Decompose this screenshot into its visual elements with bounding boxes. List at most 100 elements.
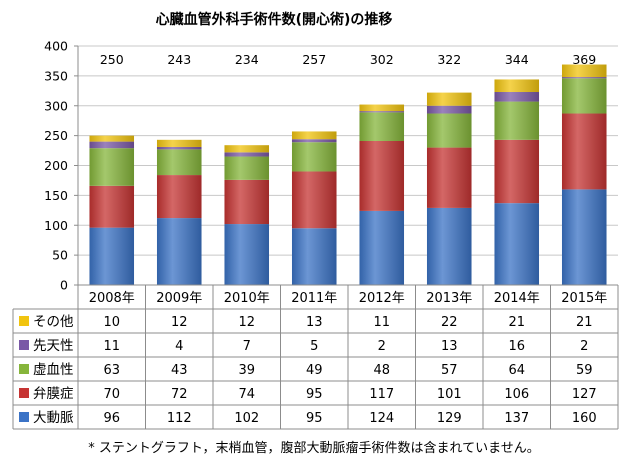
table-cell-value: 11 <box>103 339 120 354</box>
table-cell-value: 117 <box>369 387 394 402</box>
bar-segment <box>89 135 135 142</box>
y-tick-label: 0 <box>60 278 68 293</box>
category-label: 2011年 <box>291 291 337 306</box>
bar-segment <box>156 139 202 147</box>
category-label: 2010年 <box>224 291 270 306</box>
table-cell-value: 95 <box>306 411 323 426</box>
table-cell-value: 57 <box>441 363 458 378</box>
table-cell-value: 63 <box>103 363 120 378</box>
legend-label: 先天性 <box>33 338 74 354</box>
table-cell-value: 5 <box>310 339 318 354</box>
bar-segment <box>426 92 472 106</box>
bar-segment <box>494 101 540 140</box>
table-cell-value: 4 <box>175 339 183 354</box>
bar-segment <box>494 79 540 93</box>
total-labels: 250 243 234 257 302 322 344 369 <box>100 52 596 67</box>
table-cell-value: 127 <box>572 387 597 402</box>
bar-segment <box>359 141 405 211</box>
bar-segment <box>494 92 540 102</box>
bar-segment <box>359 104 405 112</box>
table-cell-value: 101 <box>437 387 462 402</box>
table-cell-value: 43 <box>171 363 188 378</box>
table-cell-value: 21 <box>576 315 593 330</box>
table-cell-value: 102 <box>234 411 259 426</box>
bar-segment <box>156 218 202 285</box>
table-cell-value: 21 <box>508 315 525 330</box>
bar-segment <box>291 171 337 229</box>
bar-segment <box>426 207 472 285</box>
bar-segment <box>426 113 472 148</box>
table-cell-value: 74 <box>238 387 255 402</box>
chart-title-text: 心臓血管外科手術件数(開心術)の推移 <box>155 12 393 28</box>
table-cell-value: 13 <box>441 339 458 354</box>
total-label: 322 <box>437 52 461 67</box>
table-cell-value: 112 <box>167 411 192 426</box>
bar-segment <box>494 203 540 285</box>
legend-swatch <box>19 388 29 398</box>
bar-segment <box>426 105 472 114</box>
table-cell-value: 10 <box>103 315 120 330</box>
total-label: 344 <box>505 52 529 67</box>
legend-label: 大動脈 <box>33 410 74 426</box>
table-cell-value: 39 <box>238 363 255 378</box>
total-label: 257 <box>302 52 326 67</box>
bar-segment <box>359 210 405 285</box>
table-cell-value: 59 <box>576 363 593 378</box>
bar-segment <box>224 179 270 225</box>
y-tick-label: 350 <box>44 68 68 83</box>
y-tick-label: 100 <box>44 218 68 233</box>
total-label: 250 <box>100 52 124 67</box>
bar-segment <box>224 152 270 157</box>
table-cell-value: 16 <box>508 339 525 354</box>
bar-segment <box>156 149 202 176</box>
y-tick-label: 400 <box>44 39 68 54</box>
bar-segment <box>561 78 607 114</box>
table-cell-value: 11 <box>373 315 390 330</box>
bar-segment <box>291 131 337 140</box>
category-label: 2015年 <box>561 291 607 306</box>
table-cell-value: 137 <box>504 411 529 426</box>
legend-swatch <box>19 412 29 422</box>
y-axis: 0 50 100 150 200 250 300 350 400 <box>44 39 79 293</box>
y-tick-label: 250 <box>44 128 68 143</box>
y-tick-label: 50 <box>52 248 68 263</box>
bar-segment <box>561 77 607 79</box>
bar-segment <box>561 113 607 190</box>
bar-segment <box>224 145 270 153</box>
table-cell-value: 96 <box>103 411 120 426</box>
bar-segment <box>224 156 270 180</box>
bar-segment <box>156 175 202 219</box>
total-label: 243 <box>167 52 191 67</box>
category-label: 2014年 <box>494 291 540 306</box>
chart-title: 心臓血管外科手術件数(開心術)の推移 <box>0 9 628 29</box>
y-tick-label: 200 <box>44 158 68 173</box>
footnote: * ステントグラフト，末梢血管，腹部大動脈瘤手術件数は含まれていません。 <box>88 441 540 456</box>
bar-segment <box>291 139 337 143</box>
legend-swatch <box>19 364 29 374</box>
y-tick-label: 150 <box>44 188 68 203</box>
table-cell-value: 124 <box>369 411 394 426</box>
table-cell-value: 13 <box>306 315 323 330</box>
bar-segment <box>156 146 202 150</box>
bar-segment <box>89 148 135 186</box>
table-cell-value: 70 <box>103 387 120 402</box>
table-cell-value: 106 <box>504 387 529 402</box>
table-cell-value: 2 <box>378 339 386 354</box>
table-cell-value: 2 <box>580 339 588 354</box>
bar-segment <box>359 112 405 142</box>
legend-swatch <box>19 316 29 326</box>
y-tick-label: 300 <box>44 98 68 113</box>
bar-segment <box>561 64 607 78</box>
table-cell-value: 95 <box>306 387 323 402</box>
legend-swatch <box>19 340 29 350</box>
table-cell-value: 48 <box>373 363 390 378</box>
total-label: 369 <box>572 52 596 67</box>
table-cell-value: 160 <box>572 411 597 426</box>
table-cell-value: 64 <box>508 363 525 378</box>
legend-label: その他 <box>33 314 74 330</box>
bar-segment <box>89 141 135 149</box>
data-table: 2008年 2009年 2010年 2011年 2012年 2013年 2014年 2015年… <box>12 284 619 430</box>
table-cell-value: 7 <box>243 339 251 354</box>
bar-segment <box>291 142 337 172</box>
